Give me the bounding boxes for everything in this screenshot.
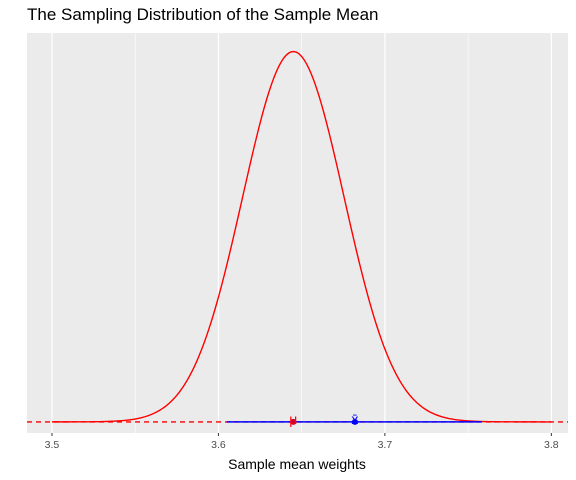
x-axis-tick-labels: 3.5 3.6 3.7 3.8 xyxy=(45,439,559,451)
minor-gridlines xyxy=(134,33,469,433)
annotation-1: x̄ xyxy=(351,411,358,427)
x-tick-label-0: 3.5 xyxy=(45,439,60,451)
annotations: μ x̄ xyxy=(289,411,358,427)
data-points xyxy=(290,418,358,425)
x-axis-ticks xyxy=(51,433,552,436)
x-tick-label-2: 3.7 xyxy=(378,439,393,451)
chart-title: The Sampling Distribution of the Sample … xyxy=(27,5,379,24)
x-tick-label-1: 3.6 xyxy=(211,439,226,451)
plot-panel xyxy=(27,33,568,433)
x-axis-title: Sample mean weights xyxy=(228,456,366,472)
annotation-0: μ xyxy=(289,411,297,427)
density-curve xyxy=(51,50,552,423)
major-gridlines xyxy=(51,33,552,433)
point-1 xyxy=(351,418,358,425)
point-0 xyxy=(290,418,297,425)
x-tick-label-3: 3.8 xyxy=(544,439,559,451)
